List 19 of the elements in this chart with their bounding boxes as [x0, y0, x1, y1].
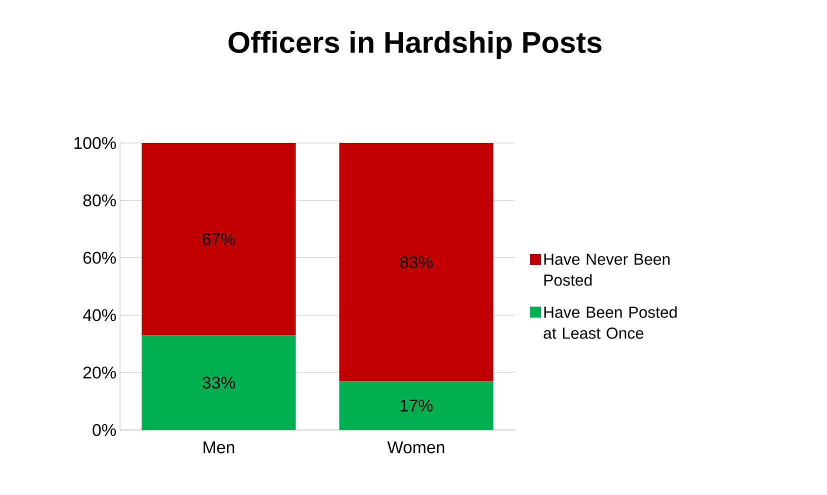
bar	[142, 142, 296, 336]
data-label: 67%	[202, 233, 236, 246]
y-tick-label: 20%	[83, 366, 116, 379]
data-label: 17%	[400, 400, 433, 412]
data-label: 33%	[202, 376, 236, 389]
x-tick-label: Women	[387, 442, 444, 454]
data-label: 83%	[400, 256, 433, 268]
y-tick-label: 100%	[74, 136, 116, 149]
chart-title: Officers in Hardship Posts	[228, 31, 602, 59]
x-tick-label: Men	[204, 442, 234, 454]
legend-label: Have Never Been Posted	[544, 254, 670, 286]
bar	[339, 381, 494, 430]
y-tick-label: 40%	[82, 309, 116, 322]
y-tick-label: 60%	[83, 252, 116, 264]
y-tick-label: 80%	[83, 194, 116, 206]
bar	[142, 335, 296, 430]
legend-label: Have Been Posted at Least Once	[544, 306, 677, 339]
y-tick-label: 0%	[92, 424, 116, 436]
bar	[339, 142, 494, 382]
